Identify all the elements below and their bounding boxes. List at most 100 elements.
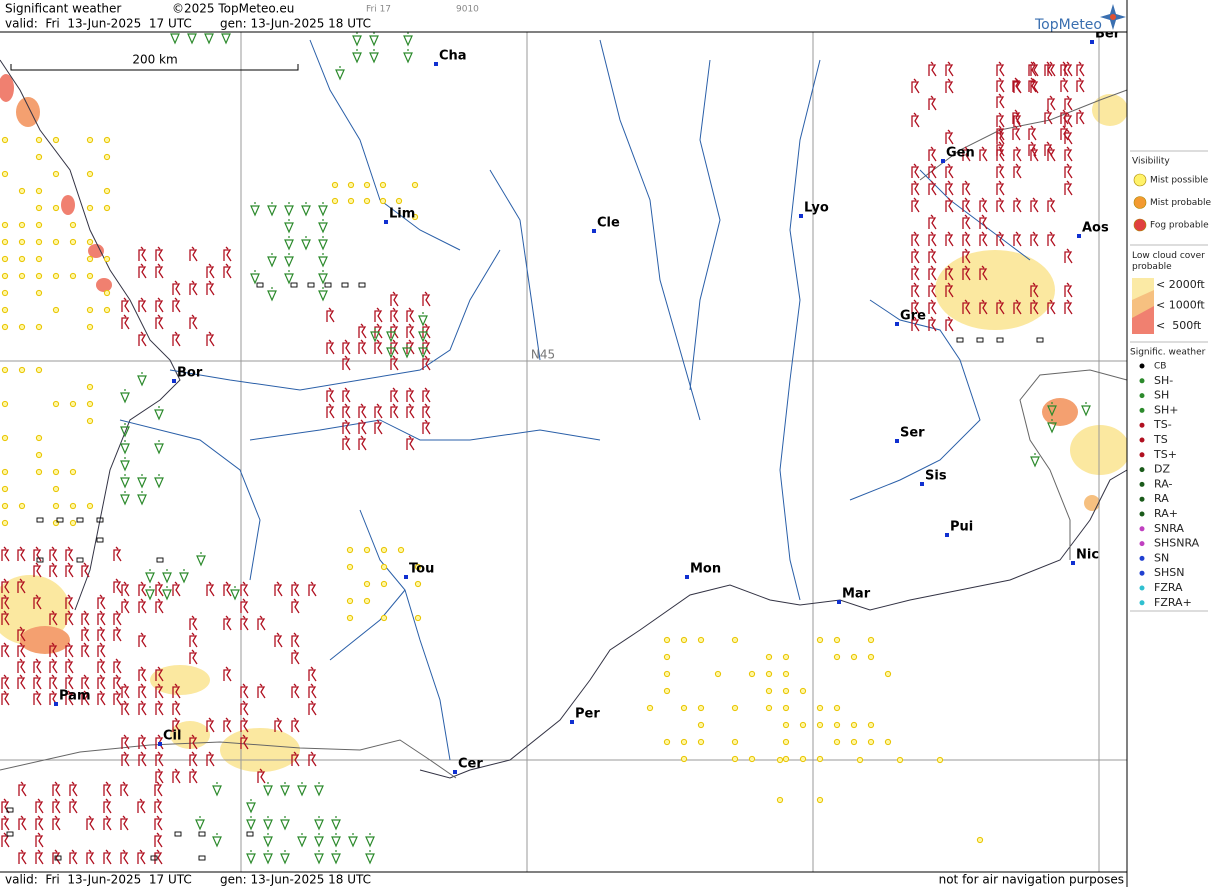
mist-symbol <box>782 755 790 763</box>
mist-symbol <box>799 755 807 763</box>
legend-icon <box>1139 600 1145 606</box>
mist-symbol <box>884 670 892 678</box>
shower-symbol <box>386 328 396 343</box>
ts-symbol <box>121 297 130 313</box>
copyright: ©2025 TopMeteo.eu <box>172 2 294 16</box>
mist-symbol <box>411 181 419 189</box>
ts-symbol <box>374 339 383 355</box>
shower-symbol <box>297 833 307 848</box>
ts-symbol <box>962 197 971 213</box>
city-marker <box>592 229 596 233</box>
cb-symbol <box>256 282 264 288</box>
ts-symbol <box>86 815 95 831</box>
shower-symbol <box>267 287 277 302</box>
mist-symbol <box>346 563 354 571</box>
mist-symbol <box>816 755 824 763</box>
ts-symbol <box>326 307 335 323</box>
mist-symbol <box>35 272 43 280</box>
ts-symbol <box>1013 197 1022 213</box>
city-marker <box>1077 234 1081 238</box>
shower-symbol <box>418 344 428 359</box>
shower-symbol <box>137 474 147 489</box>
shower-symbol <box>120 389 130 404</box>
border <box>1019 369 1128 560</box>
mist-symbol <box>799 687 807 695</box>
ts-symbol <box>97 674 106 690</box>
ts-symbol <box>172 331 181 347</box>
mist-symbol <box>1 366 9 374</box>
city-marker <box>685 575 689 579</box>
ts-symbol <box>69 798 78 814</box>
ts-symbol <box>121 700 130 716</box>
legend-swatch <box>1133 173 1147 187</box>
ts-symbol <box>911 299 920 315</box>
ts-symbol <box>17 546 26 562</box>
ts-symbol <box>962 180 971 196</box>
shower-symbol <box>154 406 164 421</box>
mist-symbol <box>850 738 858 746</box>
ts-symbol <box>1 546 10 562</box>
mist-symbol <box>816 796 824 804</box>
legend-icon <box>1139 393 1145 399</box>
footer-note: not for air navigation purposes <box>939 873 1124 887</box>
mist-symbol <box>1 323 9 331</box>
ts-symbol <box>257 615 266 631</box>
mist-symbol <box>18 221 26 229</box>
mist-symbol <box>782 653 790 661</box>
mist-symbol <box>1 485 9 493</box>
ts-symbol <box>996 141 1005 157</box>
map-lines <box>0 32 1128 872</box>
ts-symbol <box>996 61 1005 77</box>
mist-symbol <box>850 721 858 729</box>
ts-symbol <box>342 355 351 371</box>
ts-symbol <box>138 683 147 699</box>
shower-symbol <box>280 782 290 797</box>
ts-symbol <box>240 683 249 699</box>
ts-symbol <box>49 658 58 674</box>
ts-symbol <box>422 355 431 371</box>
legend-swatch <box>1133 196 1147 209</box>
shower-symbol <box>418 328 428 343</box>
shower-symbol <box>365 850 375 865</box>
mist-symbol <box>896 756 904 764</box>
cb-symbol <box>76 557 84 563</box>
legend-icon <box>1139 511 1145 517</box>
shower-symbol <box>284 236 294 251</box>
ts-symbol <box>154 832 163 848</box>
generated: gen: 13-Jun-2025 18 UTC <box>220 17 371 31</box>
ts-symbol <box>121 734 130 750</box>
mist-symbol <box>1 306 9 314</box>
shower-symbol <box>120 457 130 472</box>
shower-symbol <box>331 833 341 848</box>
ts-symbol <box>422 387 431 403</box>
shower-symbol <box>365 833 375 848</box>
ts-symbol <box>154 815 163 831</box>
mist-symbol <box>86 417 94 425</box>
shower-symbol <box>212 833 222 848</box>
ts-symbol <box>155 246 164 262</box>
cb-symbol <box>6 807 14 813</box>
ts-symbol <box>928 163 937 179</box>
river <box>599 39 701 421</box>
mist-symbol <box>35 366 43 374</box>
mist-symbol <box>18 238 26 246</box>
ts-symbol <box>155 297 164 313</box>
mist-symbol <box>86 306 94 314</box>
mist-symbol <box>663 653 671 661</box>
mist-symbol <box>1 170 9 178</box>
ts-symbol <box>138 598 147 614</box>
ts-symbol <box>390 323 399 339</box>
shower-symbol <box>250 202 260 217</box>
ts-symbol <box>422 339 431 355</box>
cb-symbol <box>307 282 315 288</box>
ts-symbol <box>1047 197 1056 213</box>
ts-symbol <box>121 683 130 699</box>
ts-symbol <box>1047 231 1056 247</box>
mist-symbol <box>856 756 864 764</box>
city-marker <box>570 720 574 724</box>
ts-symbol <box>138 751 147 767</box>
mist-symbol <box>18 255 26 263</box>
mist-symbol <box>976 836 984 844</box>
mist-symbol <box>346 614 354 622</box>
